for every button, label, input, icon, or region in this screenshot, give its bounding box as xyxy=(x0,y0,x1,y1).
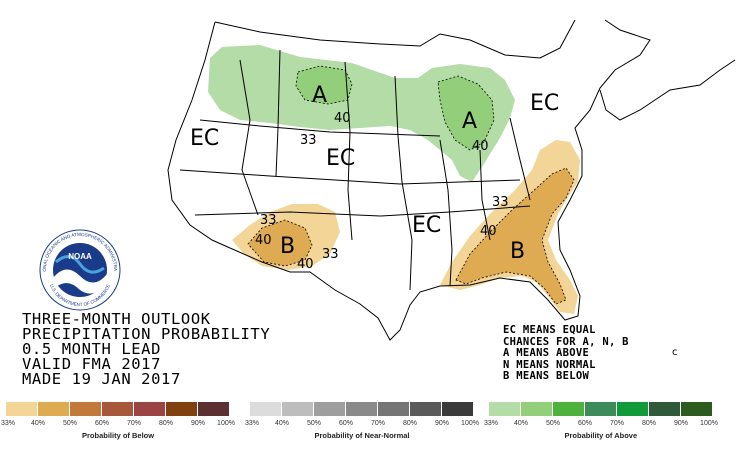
legend-tick-label: 50% xyxy=(306,420,322,427)
legend-tick-label: 80% xyxy=(158,420,174,427)
legend-swatch xyxy=(585,402,616,416)
legend-tick-label: 33% xyxy=(0,420,16,427)
legend-tick-label: 50% xyxy=(62,420,78,427)
below-region-southeast-40 xyxy=(456,168,574,304)
legend-tick-label: 60% xyxy=(94,420,110,427)
label-ec-central: EC xyxy=(326,146,355,171)
legend-swatch xyxy=(410,402,441,416)
stray-c-label: c xyxy=(672,347,678,358)
legend-swatch xyxy=(553,402,584,416)
title-line-5: MADE 19 JAN 2017 xyxy=(22,370,181,388)
legend-tick-label: 70% xyxy=(609,420,625,427)
contour-33-se: 33 xyxy=(492,195,509,210)
title-line-1: THREE-MONTH OUTLOOK xyxy=(22,310,211,328)
legend-swatch xyxy=(70,402,101,416)
title-line-2: PRECIPITATION PROBABILITY xyxy=(22,325,271,343)
label-ec-west: EC xyxy=(190,126,219,151)
legend-tick-label: 40% xyxy=(513,420,529,427)
legend-swatch xyxy=(378,402,409,416)
legend-tick-label: 100% xyxy=(461,420,479,427)
legend-title-2: Probability of Above xyxy=(564,431,638,440)
legend-tick-label: 90% xyxy=(434,420,450,427)
noaa-logo: NOAA NATIONAL OCEANIC AND ATMOSPHERIC AD… xyxy=(0,0,121,311)
legend-notes: EC MEANS EQUAL CHANCES FOR A, N, B A MEA… xyxy=(503,324,629,383)
legend-swatch xyxy=(198,402,229,416)
noaa-ring-top: NATIONAL OCEANIC AND ATMOSPHERIC ADMINIS… xyxy=(0,0,118,272)
legend-swatch xyxy=(282,402,313,416)
legend-swatch xyxy=(617,402,648,416)
label-ec-south: EC xyxy=(412,213,441,238)
below-region-southwest-40 xyxy=(248,220,312,266)
legend-bar-2 xyxy=(489,402,713,416)
legend-tick-label: 33% xyxy=(244,420,260,427)
title-block: THREE-MONTH OUTLOOK PRECIPITATION PROBAB… xyxy=(22,310,271,388)
legend-tick-label: 60% xyxy=(577,420,593,427)
noaa-logo-text: NOAA xyxy=(68,252,92,261)
legend-swatch xyxy=(166,402,197,416)
legend-tick-label: 80% xyxy=(402,420,418,427)
legend-bar-0 xyxy=(6,402,230,416)
note-line-5: B MEANS BELOW xyxy=(503,370,590,382)
legend-tick-label: 40% xyxy=(30,420,46,427)
legend-title-1: Probability of Near-Normal xyxy=(314,431,410,440)
svg-text:NATIONAL OCEANIC AND ATMOSPHER: NATIONAL OCEANIC AND ATMOSPHERIC ADMINIS… xyxy=(0,0,118,272)
label-a-west: A xyxy=(312,83,327,108)
legend-tick-label: 100% xyxy=(217,420,235,427)
contours xyxy=(247,65,575,305)
label-ec-northeast: EC xyxy=(530,91,559,116)
above-region-40-east xyxy=(438,76,494,150)
above-region-north xyxy=(208,45,515,182)
legend-swatch xyxy=(521,402,552,416)
legend-swatch xyxy=(489,402,520,416)
contour-40-se: 40 xyxy=(480,224,497,239)
legend-swatch xyxy=(314,402,345,416)
note-line-4: N MEANS NORMAL xyxy=(503,358,596,371)
legend-tick-label: 60% xyxy=(338,420,354,427)
contour-40-a-west: 40 xyxy=(334,111,351,126)
note-line-2: CHANCES FOR A, N, B xyxy=(503,335,629,348)
state-borders xyxy=(167,19,736,341)
legend-tick-label: 70% xyxy=(370,420,386,427)
contour-33-sw-east: 33 xyxy=(322,247,339,262)
above-region-40-west xyxy=(296,66,352,104)
legend-tick-label: 33% xyxy=(483,420,499,427)
legend-swatch xyxy=(102,402,133,416)
note-line-3: A MEANS ABOVE xyxy=(503,347,590,359)
legend-swatch xyxy=(250,402,281,416)
legend-swatch xyxy=(134,402,165,416)
outlook-map: EC EC EC EC A A B B 40 33 40 33 40 33 40… xyxy=(0,0,736,358)
label-b-southeast: B xyxy=(510,239,525,264)
legend-swatch xyxy=(649,402,680,416)
legend-tick-label: 70% xyxy=(126,420,142,427)
legend-bar-1 xyxy=(250,402,474,416)
legend-tick-label: 40% xyxy=(274,420,290,427)
title-line-3: 0.5 MONTH LEAD xyxy=(22,340,162,358)
legend-swatch xyxy=(681,402,712,416)
legend-tick-label: 90% xyxy=(190,420,206,427)
contour-40-sw: 40 xyxy=(255,233,272,248)
contour-40-a-east: 40 xyxy=(472,139,489,154)
legend-tick-label: 100% xyxy=(700,420,718,427)
legend-title-0: Probability of Below xyxy=(82,431,155,440)
legend-swatch xyxy=(346,402,377,416)
contour-33-north: 33 xyxy=(300,133,317,148)
legend-tick-label: 80% xyxy=(641,420,657,427)
contour-40-sw-south: 40 xyxy=(297,257,314,272)
legend-swatch xyxy=(442,402,473,416)
title-line-4: VALID FMA 2017 xyxy=(22,355,162,373)
label-a-east: A xyxy=(462,109,477,134)
label-b-southwest: B xyxy=(280,234,295,259)
legend-swatch xyxy=(38,402,69,416)
note-line-1: EC MEANS EQUAL xyxy=(503,324,596,336)
contour-33-sw: 33 xyxy=(260,213,277,228)
legend-swatch xyxy=(6,402,37,416)
legend-tick-label: 90% xyxy=(673,420,689,427)
legend-tick-label: 50% xyxy=(545,420,561,427)
